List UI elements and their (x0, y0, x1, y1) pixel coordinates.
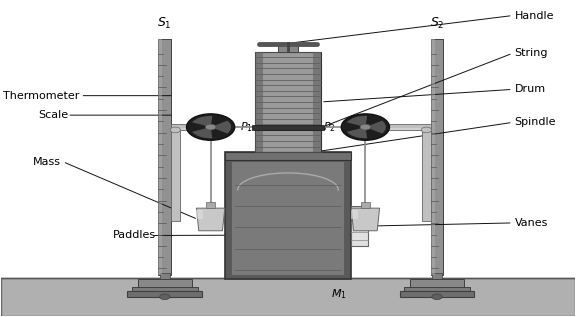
Text: $M_1$: $M_1$ (331, 287, 347, 301)
FancyBboxPatch shape (410, 279, 464, 288)
Circle shape (187, 114, 234, 140)
Bar (252, 125, 324, 130)
Wedge shape (365, 121, 386, 133)
Text: Scale: Scale (39, 110, 69, 120)
Text: Drum: Drum (514, 84, 545, 94)
Text: Mass: Mass (33, 157, 61, 167)
Bar (225, 152, 351, 280)
Wedge shape (347, 116, 367, 127)
Text: Vanes: Vanes (514, 218, 548, 228)
Bar (365, 128, 431, 130)
Text: $S_2$: $S_2$ (430, 16, 444, 31)
Polygon shape (351, 208, 380, 231)
Bar (160, 273, 170, 283)
FancyBboxPatch shape (132, 287, 198, 292)
Bar (313, 52, 321, 152)
Bar (206, 203, 215, 208)
Bar (365, 124, 431, 130)
Bar (158, 39, 171, 275)
Bar (274, 152, 302, 155)
Bar (278, 44, 298, 52)
Wedge shape (211, 121, 231, 133)
Bar (196, 210, 203, 219)
Text: Thermometer: Thermometer (2, 91, 79, 101)
Bar (225, 152, 351, 160)
Circle shape (421, 127, 431, 133)
Bar (255, 52, 263, 152)
Bar (351, 206, 368, 247)
Bar (422, 130, 431, 221)
Text: String: String (514, 48, 548, 58)
Bar (158, 39, 162, 275)
Polygon shape (196, 208, 225, 231)
Text: Handle: Handle (514, 10, 554, 21)
Text: $P_2$: $P_2$ (323, 120, 336, 134)
Text: $P_1$: $P_1$ (240, 120, 253, 134)
Bar (432, 273, 442, 283)
Bar (171, 124, 211, 130)
Wedge shape (192, 127, 213, 138)
Bar (255, 52, 321, 152)
FancyBboxPatch shape (127, 291, 202, 297)
Bar (232, 162, 344, 275)
Bar (361, 203, 370, 208)
Bar (431, 39, 434, 275)
Circle shape (170, 127, 180, 133)
FancyBboxPatch shape (138, 279, 192, 288)
FancyBboxPatch shape (404, 287, 470, 292)
Circle shape (360, 124, 371, 130)
Circle shape (342, 114, 389, 140)
Wedge shape (192, 116, 213, 127)
Wedge shape (347, 127, 367, 138)
Bar (351, 210, 358, 219)
Bar (1, 278, 575, 316)
Bar (431, 39, 444, 275)
Text: $S_1$: $S_1$ (157, 16, 172, 31)
Circle shape (160, 294, 170, 300)
Bar (171, 128, 211, 130)
Text: Paddles: Paddles (113, 230, 156, 241)
Circle shape (432, 294, 442, 300)
FancyBboxPatch shape (400, 291, 474, 297)
Text: Spindle: Spindle (514, 117, 556, 127)
Circle shape (205, 124, 216, 130)
Bar (171, 130, 180, 221)
